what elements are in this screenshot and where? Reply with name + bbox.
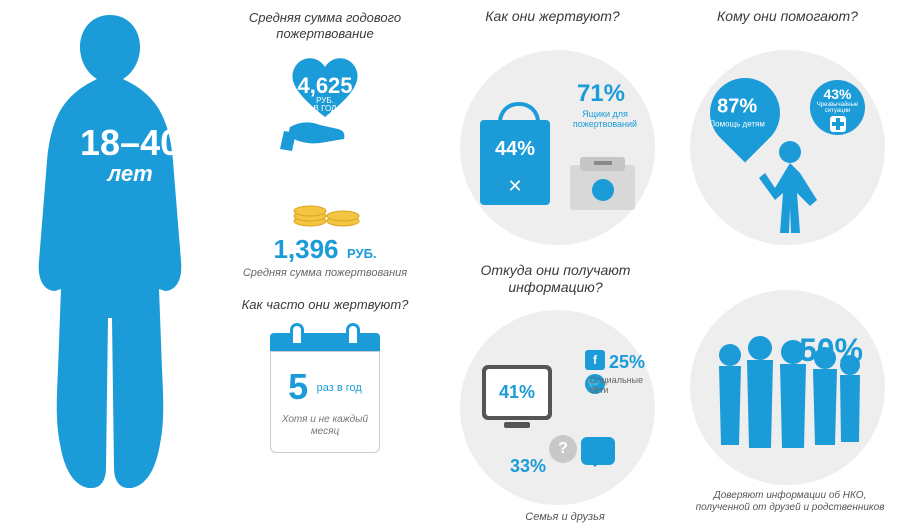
tv-icon: 41% — [482, 365, 552, 420]
question-icon: ? — [549, 435, 577, 463]
who-help-title: Кому они помогают? — [715, 8, 860, 25]
calendar-icon: 5 раз в год Хотя и не каждый месяц — [270, 323, 380, 453]
social-label: Социальные сети — [590, 376, 650, 396]
avg-donation-row: 1,396 РУБ. — [225, 234, 425, 265]
frequency-note: Хотя и не каждый месяц — [271, 414, 379, 438]
child-silhouette-icon — [755, 138, 825, 233]
age-label: 18–40 лет — [80, 125, 180, 187]
social-pct: 25% — [609, 352, 645, 373]
ribbon-icon: ✕ — [507, 176, 522, 197]
how-donate-circle: 44% ✕ 71% Ящики для пожертвований — [460, 50, 655, 245]
tv-pct: 41% — [486, 369, 548, 416]
annual-donation-title: Средняя сумма годового пожертвование — [225, 10, 425, 41]
donation-box-icon — [570, 165, 635, 210]
age-range: 18–40 — [80, 125, 180, 161]
frequency-title: Как часто они жертвуют? — [225, 297, 425, 313]
shopping-bag-icon: 44% ✕ — [480, 120, 550, 205]
children-label: Помощь детям — [702, 120, 772, 129]
frequency-unit: раз в год — [317, 382, 362, 394]
stats-column: Средняя сумма годового пожертвование 4,6… — [225, 10, 425, 453]
family-label: Семья и друзья — [505, 511, 625, 523]
how-donate-title: Как они жертвуют? — [480, 8, 625, 25]
info-source-title: Откуда они получают информацию? — [478, 262, 633, 296]
donation-box-label: Ящики для пожертвований — [565, 110, 645, 130]
avg-unit: РУБ. — [347, 246, 377, 261]
trust-pct: 50% — [799, 332, 863, 369]
facebook-icon: f — [585, 350, 605, 370]
emergency-label: Чрезвычайные ситуации — [810, 102, 865, 114]
who-help-circle: 87% Помощь детям 43% Чрезвычайные ситуац… — [690, 50, 885, 245]
donation-box-pct: 71% — [577, 80, 625, 108]
trust-caption: Доверяют информации об НКО, полученной о… — [690, 490, 890, 514]
age-unit: лет — [80, 161, 180, 187]
avg-amount: 1,396 — [273, 234, 338, 264]
frequency-count: 5 — [288, 366, 308, 407]
family-pct: 33% — [510, 456, 546, 477]
children-pct: 87% — [702, 95, 772, 118]
trust-circle: 50% — [690, 290, 885, 485]
info-source-circle: 41% f 🐦 25% Социальные сети ? 33% Семья … — [460, 310, 655, 505]
person-silhouette — [10, 10, 210, 500]
medical-cross-icon: 43% Чрезвычайные ситуации — [810, 80, 865, 135]
avg-caption: Средняя сумма пожертвования — [225, 267, 425, 279]
annual-unit: РУБ.В ГОД — [270, 97, 380, 113]
speech-bubble-icon — [581, 437, 615, 465]
bag-pct: 44% — [480, 138, 550, 161]
emergency-pct: 43% — [810, 80, 865, 102]
coins-icon — [275, 189, 375, 229]
heart-hand-icon: 4,625 РУБ.В ГОД — [270, 49, 380, 159]
